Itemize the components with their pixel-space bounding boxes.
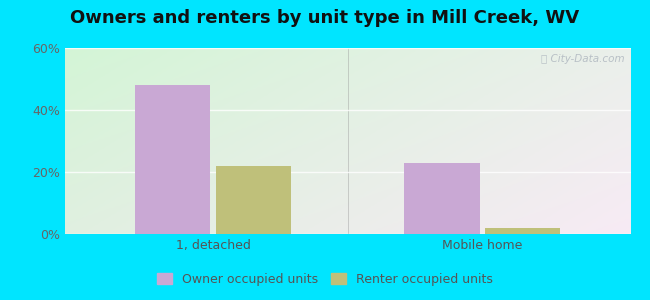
Text: ⓘ City-Data.com: ⓘ City-Data.com (541, 54, 625, 64)
Legend: Owner occupied units, Renter occupied units: Owner occupied units, Renter occupied un… (152, 268, 498, 291)
Bar (216, 166, 291, 234)
Bar (404, 163, 480, 234)
Bar (135, 85, 211, 234)
Text: Owners and renters by unit type in Mill Creek, WV: Owners and renters by unit type in Mill … (70, 9, 580, 27)
Bar (485, 228, 560, 234)
